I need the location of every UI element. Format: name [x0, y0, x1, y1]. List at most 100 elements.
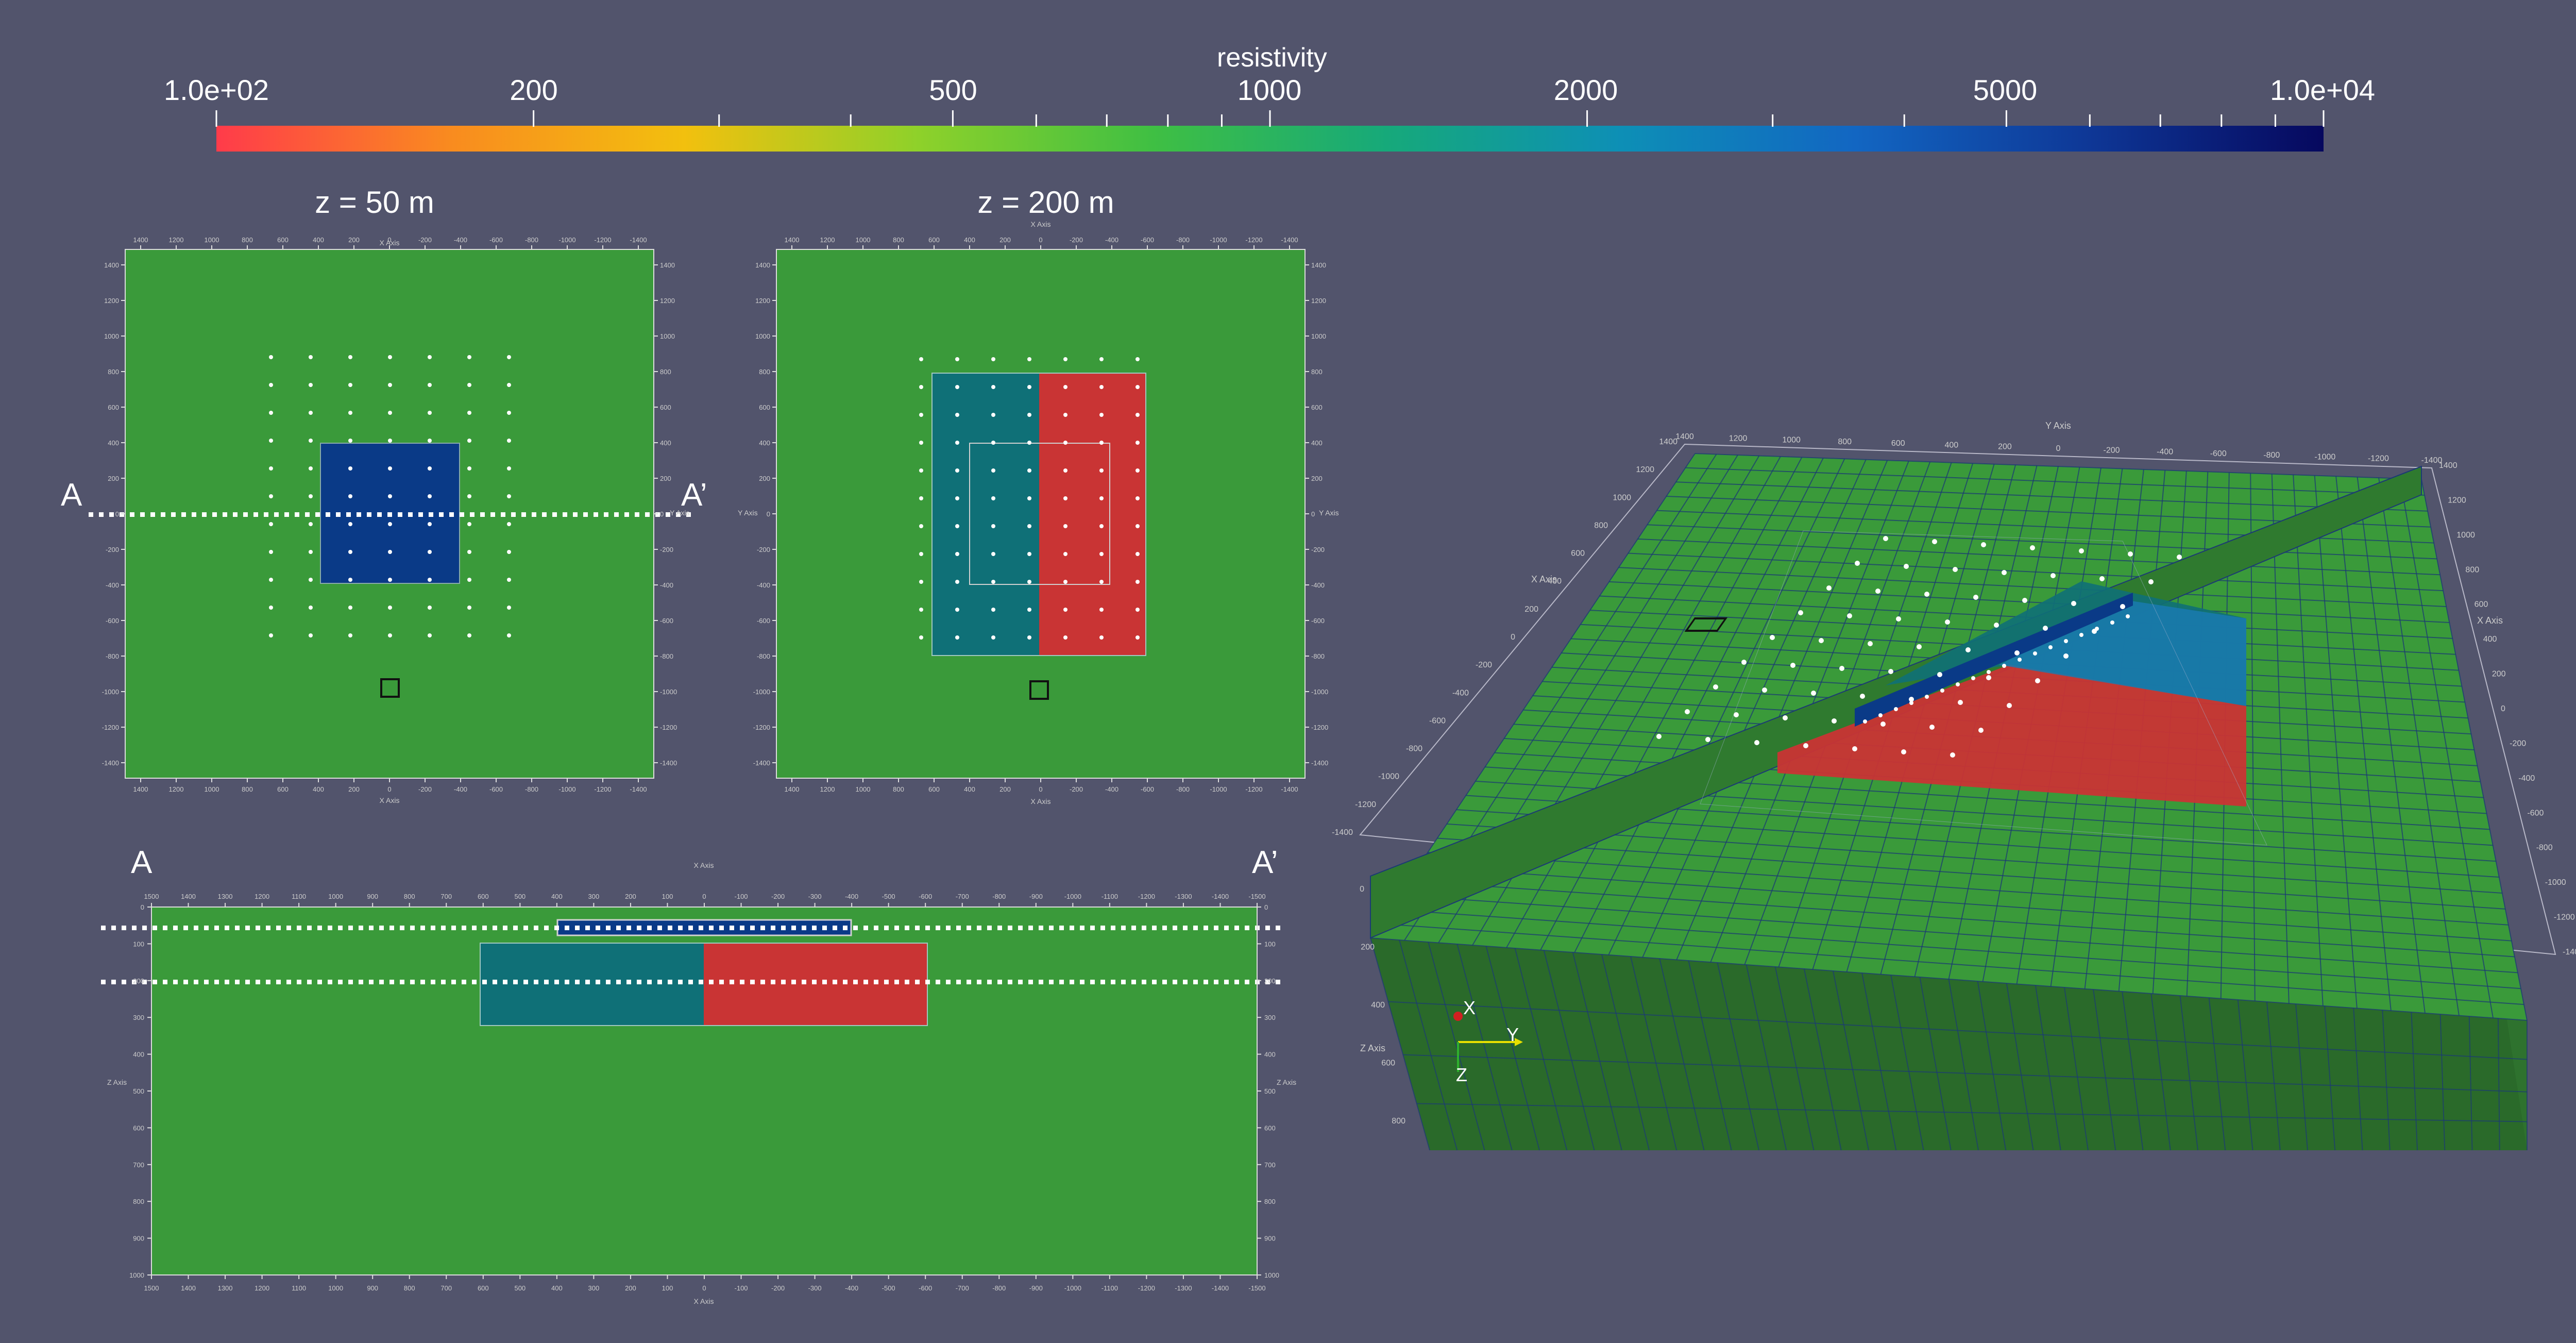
receiver-dot: [309, 494, 313, 498]
slice-50-axis-tick-label: -1000: [660, 688, 677, 696]
receiver-dot: [1958, 700, 1963, 705]
mesh-line: [1416, 1103, 2528, 1122]
profile-line-a-a-prime: [89, 512, 691, 517]
cross-section-tick-label: 400: [551, 893, 563, 900]
cross-section-tick-label: 900: [367, 893, 378, 900]
receiver-dot: [431, 926, 435, 930]
receiver-dot: [1839, 666, 1844, 671]
cross-section-tick-label: -1000: [1064, 893, 1081, 900]
receiver-dot: [194, 980, 198, 984]
colorbar-tick-label: 1.0e+02: [164, 74, 269, 106]
receiver-dot: [451, 926, 456, 930]
slice-200-axis-tick-label: -1400: [1281, 236, 1298, 244]
receiver-dot: [955, 468, 959, 473]
cross-section-tick-label: 500: [133, 1087, 144, 1095]
receiver-dot: [1080, 926, 1084, 930]
receiver-dot: [688, 980, 693, 984]
receiver-dot: [955, 496, 959, 500]
profile-dot: [109, 512, 114, 517]
mesh-line: [1601, 954, 1650, 1151]
profile-dot: [243, 512, 248, 517]
receiver-dot: [2043, 626, 2048, 631]
slice-50-axis-tick-label: 400: [108, 439, 119, 447]
receiver-dot: [1131, 980, 1136, 984]
receiver-dot: [1080, 980, 1084, 984]
receiver-dot: [1245, 926, 1249, 930]
view-3d-tick-label: -800: [2263, 451, 2280, 460]
receiver-dot: [1790, 663, 1795, 668]
receiver-dot: [269, 383, 273, 387]
receiver-dot: [874, 926, 878, 930]
view-3d-receivers: [1656, 536, 2182, 758]
cross-section-tick-label: 900: [367, 1284, 378, 1292]
receiver-dot: [1162, 926, 1167, 930]
cross-section-tick-label: -1100: [1101, 893, 1118, 900]
receiver-dot: [991, 357, 995, 361]
receiver-dot: [1204, 926, 1208, 930]
slice-200-axis-tick-label: -200: [757, 546, 770, 553]
receiver-dot: [388, 494, 392, 498]
slice-200-axis-tick-label: 200: [999, 236, 1011, 244]
cross-section-tick-label: 1100: [292, 893, 306, 900]
profile-dot: [315, 512, 320, 517]
receiver-dot: [1945, 619, 1950, 625]
receiver-dot: [309, 466, 313, 471]
receiver-dot: [1204, 980, 1208, 984]
receiver-dot: [309, 383, 313, 387]
receiver-dot: [451, 980, 456, 984]
orientation-x-label: X: [1463, 997, 1476, 1018]
receiver-dot: [1978, 728, 1984, 733]
receiver-dot: [2014, 650, 2020, 656]
view-3d-station-marker: [1684, 617, 1728, 632]
receiver-dot: [2126, 614, 2130, 618]
slice-50-axis-tick-label: 200: [108, 475, 119, 482]
slice-50-axis-tick-label: 1200: [104, 297, 119, 305]
receiver-dot: [142, 926, 147, 930]
receiver-dot: [1100, 980, 1105, 984]
receiver-dot: [2002, 570, 2007, 575]
receiver-dot: [565, 980, 569, 984]
receiver-dot: [338, 980, 343, 984]
receiver-dot: [730, 926, 734, 930]
receiver-dot: [1734, 712, 1739, 717]
view-3d-tick-label: 600: [1891, 439, 1905, 448]
orientation-y-label: Y: [1506, 1024, 1519, 1045]
slice-200-inner-outline: [969, 443, 1110, 585]
colorbar-tick-label: 5000: [1973, 74, 2038, 106]
receiver-dot: [647, 980, 652, 984]
receiver-dot: [173, 980, 178, 984]
cross-section-tick-label: -1400: [1212, 893, 1229, 900]
slice-50-axis-tick-label: 1000: [205, 236, 219, 244]
cross-section-tick-label: 1300: [218, 1284, 233, 1292]
receiver-dot: [1950, 752, 1955, 758]
cross-section-tick-label: -1500: [1248, 893, 1265, 900]
receiver-dot: [462, 980, 466, 984]
slice-50-title: z = 50 m: [315, 185, 434, 220]
cross-section-tick-label: -500: [882, 893, 895, 900]
slice-200-axis-tick-label: -200: [1311, 546, 1325, 553]
receiver-dot: [991, 608, 995, 612]
view-3d-tick-label: -800: [1406, 745, 1422, 753]
view-3d-conductive-block: [1777, 665, 2246, 807]
receiver-dot: [1059, 980, 1064, 984]
receiver-dot: [1832, 718, 1837, 724]
receiver-dot: [740, 980, 744, 984]
slice-50-plot: 1400 1400 1400 1400 1200 1200 1200 1200 1000 1000…: [89, 236, 691, 804]
profile-dot: [521, 512, 526, 517]
profile-dot: [490, 512, 495, 517]
mesh-line: [2293, 475, 2324, 1006]
slice-50-axis-tick-label: 200: [660, 475, 671, 482]
receiver-dot: [1894, 707, 1898, 711]
receiver-dot: [946, 980, 951, 984]
receiver-dot: [507, 606, 511, 610]
view-3d-tick-label: 1000: [1613, 493, 1631, 502]
receiver-dot: [925, 926, 930, 930]
slice-200-axis-tick-label: 0: [1039, 236, 1042, 244]
receiver-dot: [2007, 703, 2012, 708]
slice-50-axis-tick-label: 1000: [104, 332, 119, 340]
slice-50-axis-tick-label: 400: [313, 236, 324, 244]
slice-200-axis-tick-label: 1000: [856, 236, 871, 244]
receiver-dot: [2110, 620, 2114, 625]
receiver-dot: [1705, 737, 1710, 742]
